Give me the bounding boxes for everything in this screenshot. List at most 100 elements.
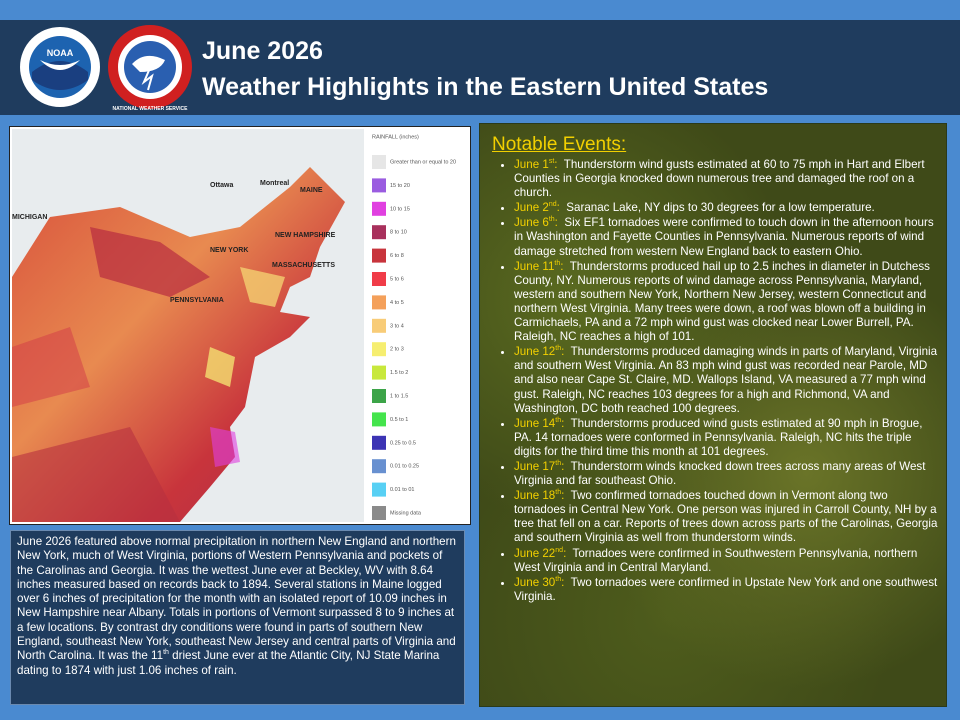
events-heading: Notable Events: [492,134,627,155]
legend-label: 0.25 to 0.5 [390,440,416,446]
event-text: Six EF1 tornadoes were confirmed to touc… [514,216,934,258]
event: June 30th: Two tornadoes were confirmed … [514,576,938,604]
event-day: June 2 [514,201,549,215]
event-day: June 6 [514,216,549,230]
event: June 12th: Thunderstorms produced damagi… [514,345,938,415]
legend-label: 15 to 20 [390,183,410,189]
event: June 14th: Thunderstorms produced wind g… [514,417,938,459]
legend-swatch [372,459,386,474]
title: June 2026 [202,37,323,65]
map-label: MICHIGAN [12,214,47,221]
legend-label: 1 to 1.5 [390,393,408,399]
noaa-text: NOAA [47,48,74,58]
legend-swatch [372,272,386,286]
event-date: June 17th: [514,460,564,473]
event-day: June 30 [514,575,556,589]
map-label: MAINE [300,187,323,194]
summary-text: June 2026 featured above normal precipit… [17,535,456,663]
event-day: June 18 [514,489,556,503]
event-punct: : [563,546,567,560]
event-text: Two tornadoes were confirmed in Upstate … [514,575,938,603]
event: June 1st: Thunderstorm wind gusts estima… [514,158,938,200]
legend-label: 2 to 3 [390,347,404,353]
legend-swatch [372,506,386,520]
map-panel: RAINFALL (inches) Greater than or equal t… [9,126,471,525]
legend-title: RAINFALL (inches) [372,134,419,140]
legend-swatch [372,178,386,193]
summary-text: driest June ever at the Atlantic City, N… [17,649,440,677]
event-punct: : [561,459,565,473]
event-ordinal: th [555,489,562,497]
legend-swatch [372,365,386,380]
map-label: MASSACHUSETTS [272,262,335,269]
legend-label: 0.01 to 0.25 [390,464,419,470]
event-punct: : [554,158,558,171]
events-list: June 1st: Thunderstorm wind gusts estima… [488,158,938,604]
events-panel: Notable Events: June 1st: Thunderstorm w… [479,123,947,707]
event-ordinal: th [555,575,562,583]
legend-swatch [372,342,386,357]
legend-label: Missing data [390,510,422,516]
event-punct: : [556,201,560,215]
event-ordinal: th [555,416,562,424]
event: June 18th: Two confirmed tornadoes touch… [514,489,938,545]
map-label: Montreal [260,180,289,187]
legend-label: 5 to 6 [390,276,404,282]
legend-swatch [372,295,386,310]
legend-swatch [372,225,386,240]
event-ordinal: nd [548,201,557,209]
legend-swatch [372,155,386,169]
event: June 6th: Six EF1 tornadoes were confirm… [514,216,938,258]
event: June 2nd: Saranac Lake, NY dips to 30 de… [514,201,938,215]
event-day: June 11 [514,259,555,273]
event-ordinal: th [548,216,555,224]
summary: June 2026 featured above normal precipit… [10,530,465,705]
legend-swatch [372,389,386,403]
legend-swatch [372,482,386,497]
land [12,167,345,522]
legend-label: 8 to 10 [390,230,407,236]
event-date: June 12th: [514,345,564,358]
legend-label: 6 to 8 [390,253,404,259]
event-text: Thunderstorm wind gusts estimated at 60 … [514,158,925,200]
event-text: Thunderstorms produced damaging winds in… [514,345,938,415]
nws-text: NATIONAL WEATHER SERVICE [113,106,189,112]
event-ordinal: nd [555,546,564,554]
event-text: Two confirmed tornadoes touched down in … [514,489,938,545]
event-date: June 18th: [514,489,564,502]
event-date: June 14th: [514,417,564,430]
header: NOAA NATIONAL WEATHER SERVICE June 2026 … [0,20,960,115]
map-label: Ottawa [210,182,233,189]
legend-label: 4 to 5 [390,300,404,306]
event-text: Saranac Lake, NY dips to 30 degrees for … [566,201,875,215]
subtitle: Weather Highlights in the Eastern United… [202,73,769,101]
event-date: June 30th: [514,576,564,589]
legend-swatch [372,412,386,427]
event-punct: : [561,489,565,503]
event: June 17th: Thunderstorm winds knocked do… [514,460,938,488]
legend-label: 10 to 15 [390,206,410,212]
event-ordinal: th [555,345,562,353]
event-date: June 11th: [514,260,563,273]
event: June 11th: Thunderstorms produced hail u… [514,260,938,345]
map-label: PENNSYLVANIA [170,297,224,304]
event-punct: : [560,259,564,273]
event-date: June 2nd: [514,201,560,214]
legend-label: 0.5 to 1 [390,417,408,423]
event-punct: : [561,416,565,430]
event-ordinal: th [554,259,561,267]
summary-ordinal: th [163,649,169,657]
event-day: June 17 [514,459,556,473]
event-text: Thunderstorms produced wind gusts estima… [514,416,923,458]
event-date: June 22nd: [514,547,566,560]
legend-label: 3 to 4 [390,323,404,329]
map-label: NEW HAMPSHIRE [275,232,336,239]
legend-swatch [372,318,386,333]
event-day: June 1 [514,158,549,171]
event-ordinal: st [548,158,555,166]
event-punct: : [561,345,565,359]
event-text: Thunderstorms produced hail up to 2.5 in… [514,259,930,344]
legend-swatch [372,435,386,450]
legend-swatch [372,201,386,216]
event-text: Thunderstorm winds knocked down trees ac… [514,459,926,488]
